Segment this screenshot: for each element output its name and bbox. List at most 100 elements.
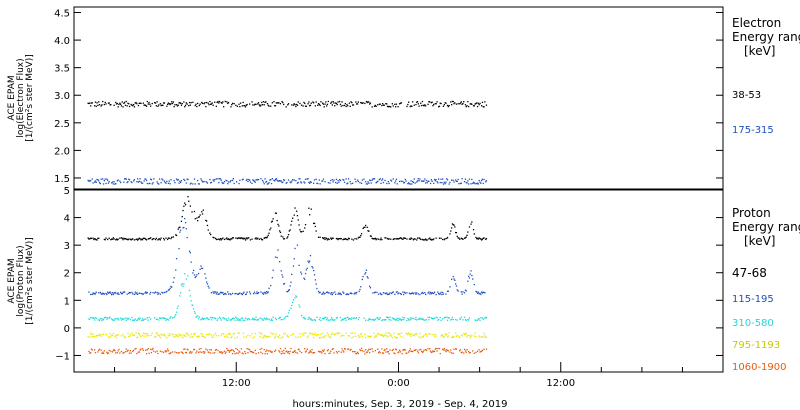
data-point [154, 335, 157, 338]
data-point [472, 350, 474, 352]
data-point [401, 319, 403, 321]
y-axis-label: ACE EPAM log(Proton Flux) [1/(cm²s ster Me… [7, 237, 35, 324]
data-point [257, 318, 260, 320]
data-point [189, 205, 191, 207]
data-point [442, 178, 444, 180]
data-point [286, 290, 288, 293]
data-point [374, 350, 376, 352]
data-point [196, 217, 198, 219]
data-point [431, 317, 433, 319]
data-point [408, 183, 411, 185]
data-point [480, 317, 482, 319]
data-point [158, 238, 161, 240]
data-point [352, 350, 354, 353]
data-point [313, 352, 315, 354]
data-point [337, 293, 339, 295]
legend-title-line: Electron [732, 16, 781, 30]
data-point [409, 293, 411, 295]
data-point [291, 104, 293, 106]
data-point [327, 319, 329, 321]
data-point [410, 350, 412, 352]
data-point [272, 269, 274, 271]
data-point [138, 292, 140, 294]
data-point [261, 352, 264, 355]
data-point [209, 100, 211, 103]
data-point [375, 336, 377, 338]
data-point [465, 333, 467, 335]
data-point [138, 237, 140, 239]
data-point [433, 291, 436, 293]
data-point [236, 319, 239, 321]
data-point [113, 181, 115, 183]
data-point [405, 352, 407, 354]
data-point [446, 178, 448, 180]
data-point [389, 316, 391, 318]
data-point [374, 335, 376, 337]
data-point [323, 349, 325, 351]
data-point [167, 182, 170, 184]
data-point [196, 105, 198, 108]
data-point [201, 318, 203, 320]
data-point [163, 333, 166, 335]
data-point [298, 178, 300, 180]
data-point [251, 333, 253, 335]
data-point [422, 180, 424, 182]
data-point [171, 317, 174, 319]
data-point [327, 334, 329, 336]
data-point [423, 334, 425, 336]
data-point [204, 102, 206, 104]
data-point [290, 224, 292, 226]
data-point [144, 237, 146, 240]
data-point [339, 332, 341, 334]
data-point [213, 334, 215, 336]
data-point [197, 351, 200, 353]
data-point [187, 178, 189, 181]
data-point [382, 319, 384, 321]
data-point [327, 182, 329, 184]
data-point [309, 350, 312, 352]
data-point [330, 333, 333, 336]
data-point [133, 334, 135, 336]
data-point [93, 293, 95, 295]
data-point [133, 319, 136, 321]
y-tick-label: 4 [64, 214, 70, 225]
data-point [446, 179, 449, 181]
data-point [293, 258, 295, 260]
data-point [406, 292, 408, 294]
data-point [420, 238, 422, 241]
data-point [180, 334, 182, 336]
data-point [164, 181, 166, 184]
data-point [274, 317, 277, 319]
data-point [309, 332, 311, 334]
data-point [128, 178, 130, 180]
data-point [118, 293, 120, 295]
data-point [384, 179, 386, 182]
data-point [364, 226, 366, 228]
data-point [390, 292, 393, 295]
data-point [207, 102, 209, 104]
data-point [165, 237, 167, 239]
data-point [319, 337, 321, 339]
data-point [184, 202, 186, 204]
data-point [150, 237, 152, 239]
data-point [330, 319, 332, 321]
data-point [235, 347, 237, 350]
data-point [129, 292, 131, 294]
data-point [302, 230, 304, 232]
data-point [153, 350, 155, 352]
data-point [170, 352, 172, 354]
data-point [401, 353, 403, 355]
data-point [105, 334, 107, 336]
data-point [278, 225, 280, 227]
data-point [358, 316, 360, 319]
data-point [397, 106, 399, 108]
data-point [256, 238, 258, 240]
data-point [264, 237, 266, 239]
data-point [117, 179, 119, 181]
data-point [322, 318, 325, 320]
y-tick-label: 4.5 [54, 9, 70, 20]
data-point [290, 281, 292, 283]
data-point [274, 337, 276, 339]
data-point [122, 291, 124, 294]
data-point [339, 238, 342, 240]
